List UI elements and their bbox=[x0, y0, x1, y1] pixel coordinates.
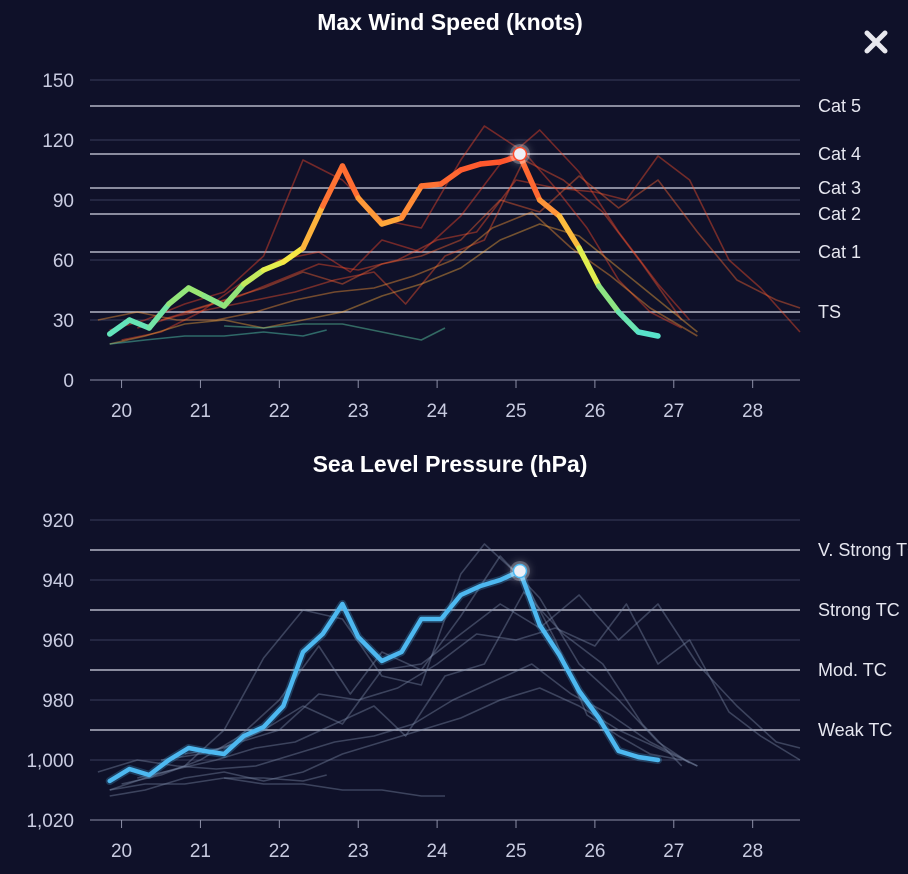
reference-line-label: Cat 1 bbox=[818, 242, 861, 262]
main-series-segment bbox=[201, 293, 227, 309]
reference-line-label: Cat 3 bbox=[818, 178, 861, 198]
main-series-segment bbox=[280, 245, 306, 265]
x-tick-label: 24 bbox=[427, 841, 449, 862]
main-series-segment bbox=[438, 167, 464, 187]
x-tick-label: 28 bbox=[742, 841, 763, 862]
x-tick-label: 21 bbox=[190, 401, 211, 422]
main-series-segment bbox=[635, 329, 661, 339]
x-tick-label: 24 bbox=[427, 401, 449, 422]
y-tick-label: 150 bbox=[42, 71, 74, 92]
close-button[interactable] bbox=[858, 24, 894, 60]
main-series-segment bbox=[556, 213, 582, 251]
close-icon bbox=[864, 30, 888, 54]
wind-chart-title: Max Wind Speed (knots) bbox=[317, 9, 583, 35]
ensemble-series-line bbox=[109, 543, 682, 791]
x-tick-label: 20 bbox=[111, 841, 132, 862]
x-tick-label: 21 bbox=[190, 841, 211, 862]
main-series-segment bbox=[398, 183, 425, 221]
main-series-segment bbox=[126, 317, 152, 331]
main-series-segment bbox=[146, 301, 172, 331]
reference-line-label: Weak TC bbox=[818, 720, 892, 740]
ensemble-series-line bbox=[137, 159, 683, 329]
ensemble-series-line bbox=[121, 129, 691, 341]
y-tick-label: 980 bbox=[42, 691, 74, 712]
ensemble-series-line bbox=[160, 603, 801, 761]
main-series-segment bbox=[221, 281, 247, 309]
y-tick-label: 920 bbox=[42, 511, 74, 532]
pressure-chart-title: Sea Level Pressure (hPa) bbox=[312, 451, 588, 477]
x-tick-label: 25 bbox=[505, 841, 526, 862]
main-series-segment bbox=[596, 283, 622, 315]
main-series-line bbox=[107, 568, 661, 784]
x-tick-label: 22 bbox=[269, 841, 290, 862]
wind-speed-chart: 0 30 60 90 120 150 Cat 5 Cat 4 Cat 3 Cat 2 Cat 1 TS… bbox=[42, 71, 861, 422]
main-series-segment bbox=[418, 181, 444, 189]
y-tick-label: 120 bbox=[42, 131, 74, 152]
x-tick-label: 22 bbox=[269, 401, 290, 422]
reference-line-label: Strong TC bbox=[818, 600, 900, 620]
ensemble-series-line bbox=[121, 555, 691, 785]
x-tick-label: 25 bbox=[505, 401, 526, 422]
ensemble-series-line bbox=[137, 591, 683, 779]
y-tick-label: 1,020 bbox=[26, 811, 74, 832]
main-series-segment bbox=[319, 163, 346, 209]
main-series-segment bbox=[458, 161, 484, 173]
ensemble-series-line bbox=[109, 329, 327, 345]
main-series-segment bbox=[355, 195, 385, 227]
x-tick-label: 20 bbox=[111, 401, 132, 422]
reference-line-label: V. Strong TC bbox=[818, 540, 908, 560]
y-tick-label: 940 bbox=[42, 571, 74, 592]
ensemble-series-line bbox=[109, 774, 327, 791]
y-tick-label: 30 bbox=[53, 311, 74, 332]
peak-marker[interactable] bbox=[512, 146, 528, 162]
main-series-segment bbox=[477, 159, 503, 167]
main-series-segment bbox=[241, 267, 267, 287]
reference-line-label: Cat 2 bbox=[818, 204, 861, 224]
y-tick-label: 60 bbox=[53, 251, 74, 272]
main-series-segment bbox=[300, 203, 326, 251]
ensemble-series-line bbox=[97, 211, 698, 337]
main-series-segment bbox=[536, 197, 563, 219]
reference-line-label: Cat 4 bbox=[818, 144, 861, 164]
x-tick-label: 27 bbox=[663, 401, 684, 422]
main-series-segment bbox=[106, 317, 133, 337]
x-tick-label: 28 bbox=[742, 401, 763, 422]
ensemble-series-line bbox=[184, 594, 801, 755]
x-tick-label: 23 bbox=[348, 841, 369, 862]
main-series bbox=[105, 567, 662, 785]
ensemble-series-line bbox=[184, 175, 801, 313]
ensemble-series-line bbox=[223, 777, 445, 797]
reference-line-label: Mod. TC bbox=[818, 660, 887, 680]
main-series-segment bbox=[615, 309, 642, 335]
x-tick-label: 23 bbox=[348, 401, 369, 422]
main-series-segment bbox=[166, 285, 192, 307]
x-tick-label: 26 bbox=[584, 841, 605, 862]
main-series-segment bbox=[185, 285, 208, 299]
main-series-segment bbox=[339, 163, 361, 201]
y-tick-label: 0 bbox=[63, 371, 74, 392]
pressure-chart: 920 940 960 980 1,000 1,020 V. Strong TC Strong… bbox=[26, 511, 908, 862]
y-tick-label: 90 bbox=[53, 191, 74, 212]
x-tick-label: 27 bbox=[663, 841, 684, 862]
ensemble-series-line bbox=[109, 223, 698, 345]
ensemble-series-line bbox=[224, 323, 446, 341]
ensemble-series-line bbox=[109, 125, 683, 331]
ensemble-series-line bbox=[160, 155, 801, 333]
main-series-segment bbox=[379, 215, 405, 227]
y-tick-label: 1,000 bbox=[26, 751, 74, 772]
main-series-segment bbox=[576, 245, 602, 289]
reference-line-label: TS bbox=[818, 302, 841, 322]
x-tick-label: 26 bbox=[584, 401, 605, 422]
peak-marker[interactable] bbox=[512, 563, 528, 579]
reference-line-label: Cat 5 bbox=[818, 96, 861, 116]
main-series-segment bbox=[260, 259, 287, 273]
y-tick-label: 960 bbox=[42, 631, 74, 652]
